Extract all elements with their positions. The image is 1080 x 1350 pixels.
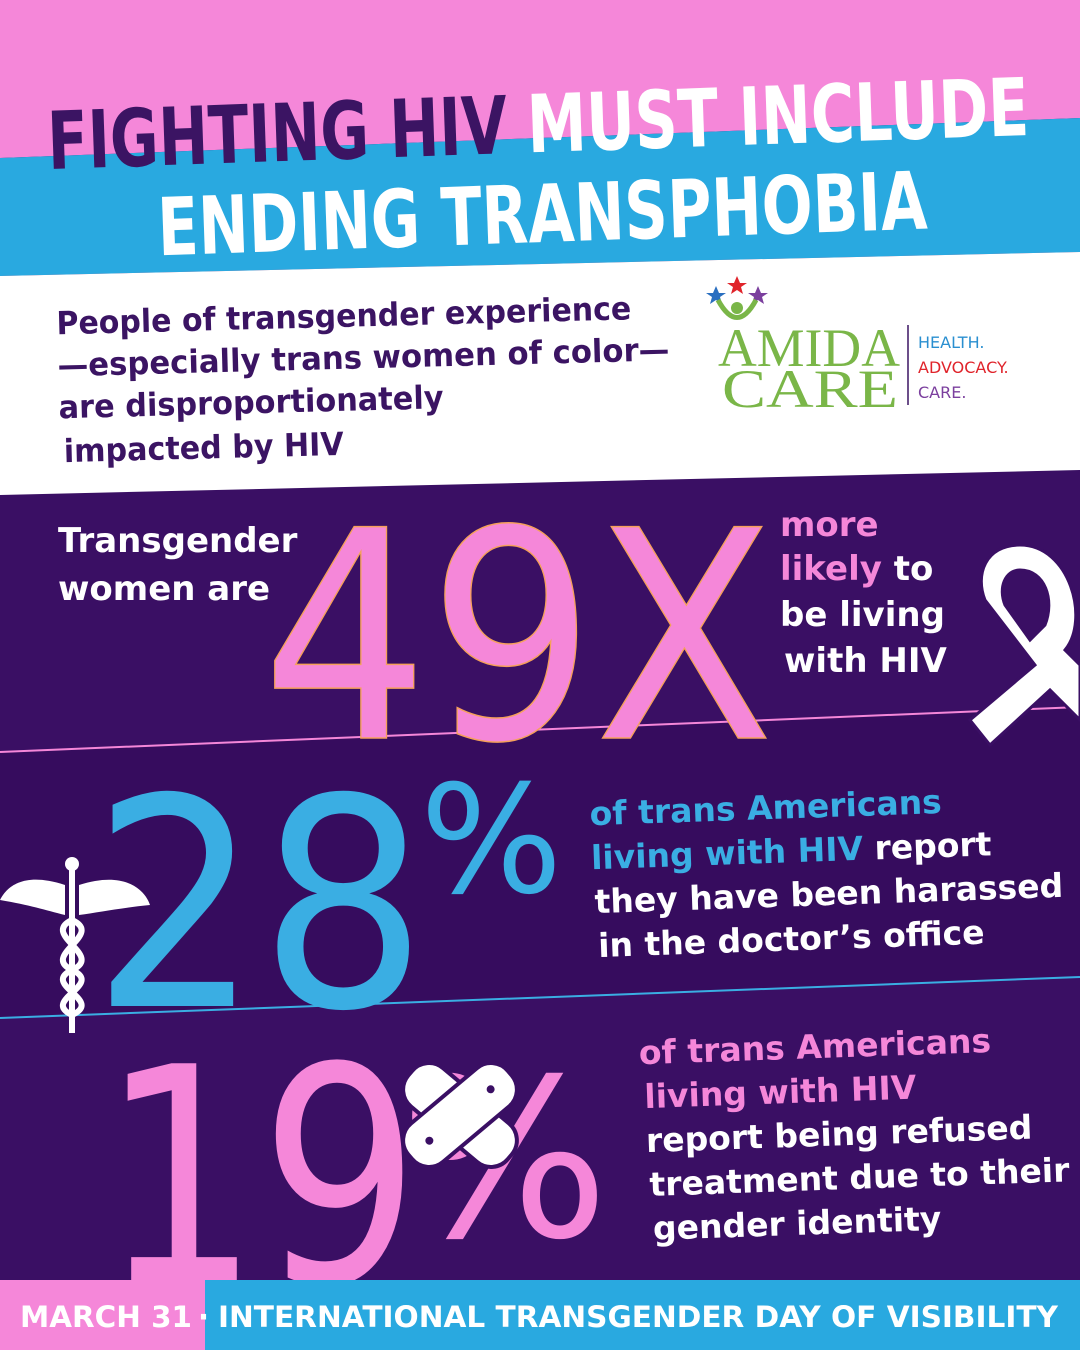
- title-light: MUST INCLUDE: [525, 61, 1030, 171]
- bandage-dot: [425, 1136, 434, 1145]
- blue-stripe: [0, 118, 1080, 276]
- intro: People of transgender experience —especi…: [56, 289, 670, 470]
- logo-tag: HEALTH.: [918, 333, 984, 352]
- stat-text-part: living with HIV: [590, 829, 864, 877]
- logo: AMIDA CARE HEALTH. ADVOCACY. CARE.: [706, 276, 1009, 419]
- pink-stripe: [0, 0, 1080, 158]
- snake: [60, 917, 85, 1018]
- stat-text-block: of trans Americans living with HIV repor…: [638, 1021, 1071, 1248]
- stat-text-part: report: [862, 824, 992, 867]
- logo-tag: ADVOCACY.: [918, 358, 1009, 377]
- middle-band: [0, 707, 1080, 1018]
- stat-text-part: more: [780, 505, 879, 545]
- footer-event: INTERNATIONAL TRANSGENDER DAY OF VISIBIL…: [218, 1300, 1059, 1334]
- intro-line: impacted by HIV: [63, 425, 344, 470]
- ribbon-icon: [967, 543, 1080, 748]
- footer-separator: ·: [198, 1300, 209, 1334]
- star: [727, 276, 747, 294]
- title: FIGHTING HIV MUST INCLUDE ENDING TRANSPH…: [46, 61, 1031, 274]
- stat-text: more: [780, 505, 879, 545]
- title-dark: FIGHTING HIV: [46, 79, 509, 188]
- bandage-dot: [486, 1085, 495, 1094]
- stat-text: living with HIV: [644, 1068, 918, 1116]
- footer-blue: [205, 1280, 1080, 1350]
- footer-date: MARCH 31: [20, 1300, 192, 1334]
- logo-name: AMIDA: [718, 318, 900, 378]
- footer-pink: [0, 1280, 205, 1350]
- stat-text-part: to: [882, 549, 933, 589]
- divider: [0, 976, 1080, 1019]
- divider: [0, 706, 1080, 753]
- white-stripe: [0, 252, 1080, 495]
- stat-text-part: likely: [780, 549, 882, 589]
- logo-tag: CARE.: [918, 383, 966, 402]
- stat-lead: women are: [58, 569, 270, 609]
- stat: 19 % of trans Americans living with HIV …: [100, 1004, 1071, 1350]
- wing: [79, 879, 150, 915]
- stat-figure: 49X: [262, 470, 774, 807]
- stat-lead: Transgender: [58, 521, 298, 561]
- staff: [69, 868, 75, 1033]
- stat: Transgender women are 49X more likely to…: [58, 469, 1080, 808]
- logo-name: CARE: [722, 359, 898, 419]
- wing: [0, 879, 65, 915]
- stat-unit: %: [420, 754, 563, 928]
- bandage-icon: [401, 1061, 519, 1169]
- caduceus-icon: [0, 857, 150, 1033]
- stat-text: be living: [780, 595, 945, 635]
- stat-text: with HIV: [784, 641, 947, 681]
- stat: 28 % of trans Americans living with HIV …: [0, 738, 1064, 1075]
- stat-text: living with HIV report: [590, 824, 992, 877]
- star: [706, 286, 726, 304]
- stat-text: likely to: [780, 549, 933, 589]
- figure-arms: [715, 298, 759, 320]
- figure-head: [731, 302, 743, 314]
- staff-top: [65, 857, 79, 871]
- star: [748, 286, 768, 304]
- stat-figure: 28: [92, 738, 427, 1075]
